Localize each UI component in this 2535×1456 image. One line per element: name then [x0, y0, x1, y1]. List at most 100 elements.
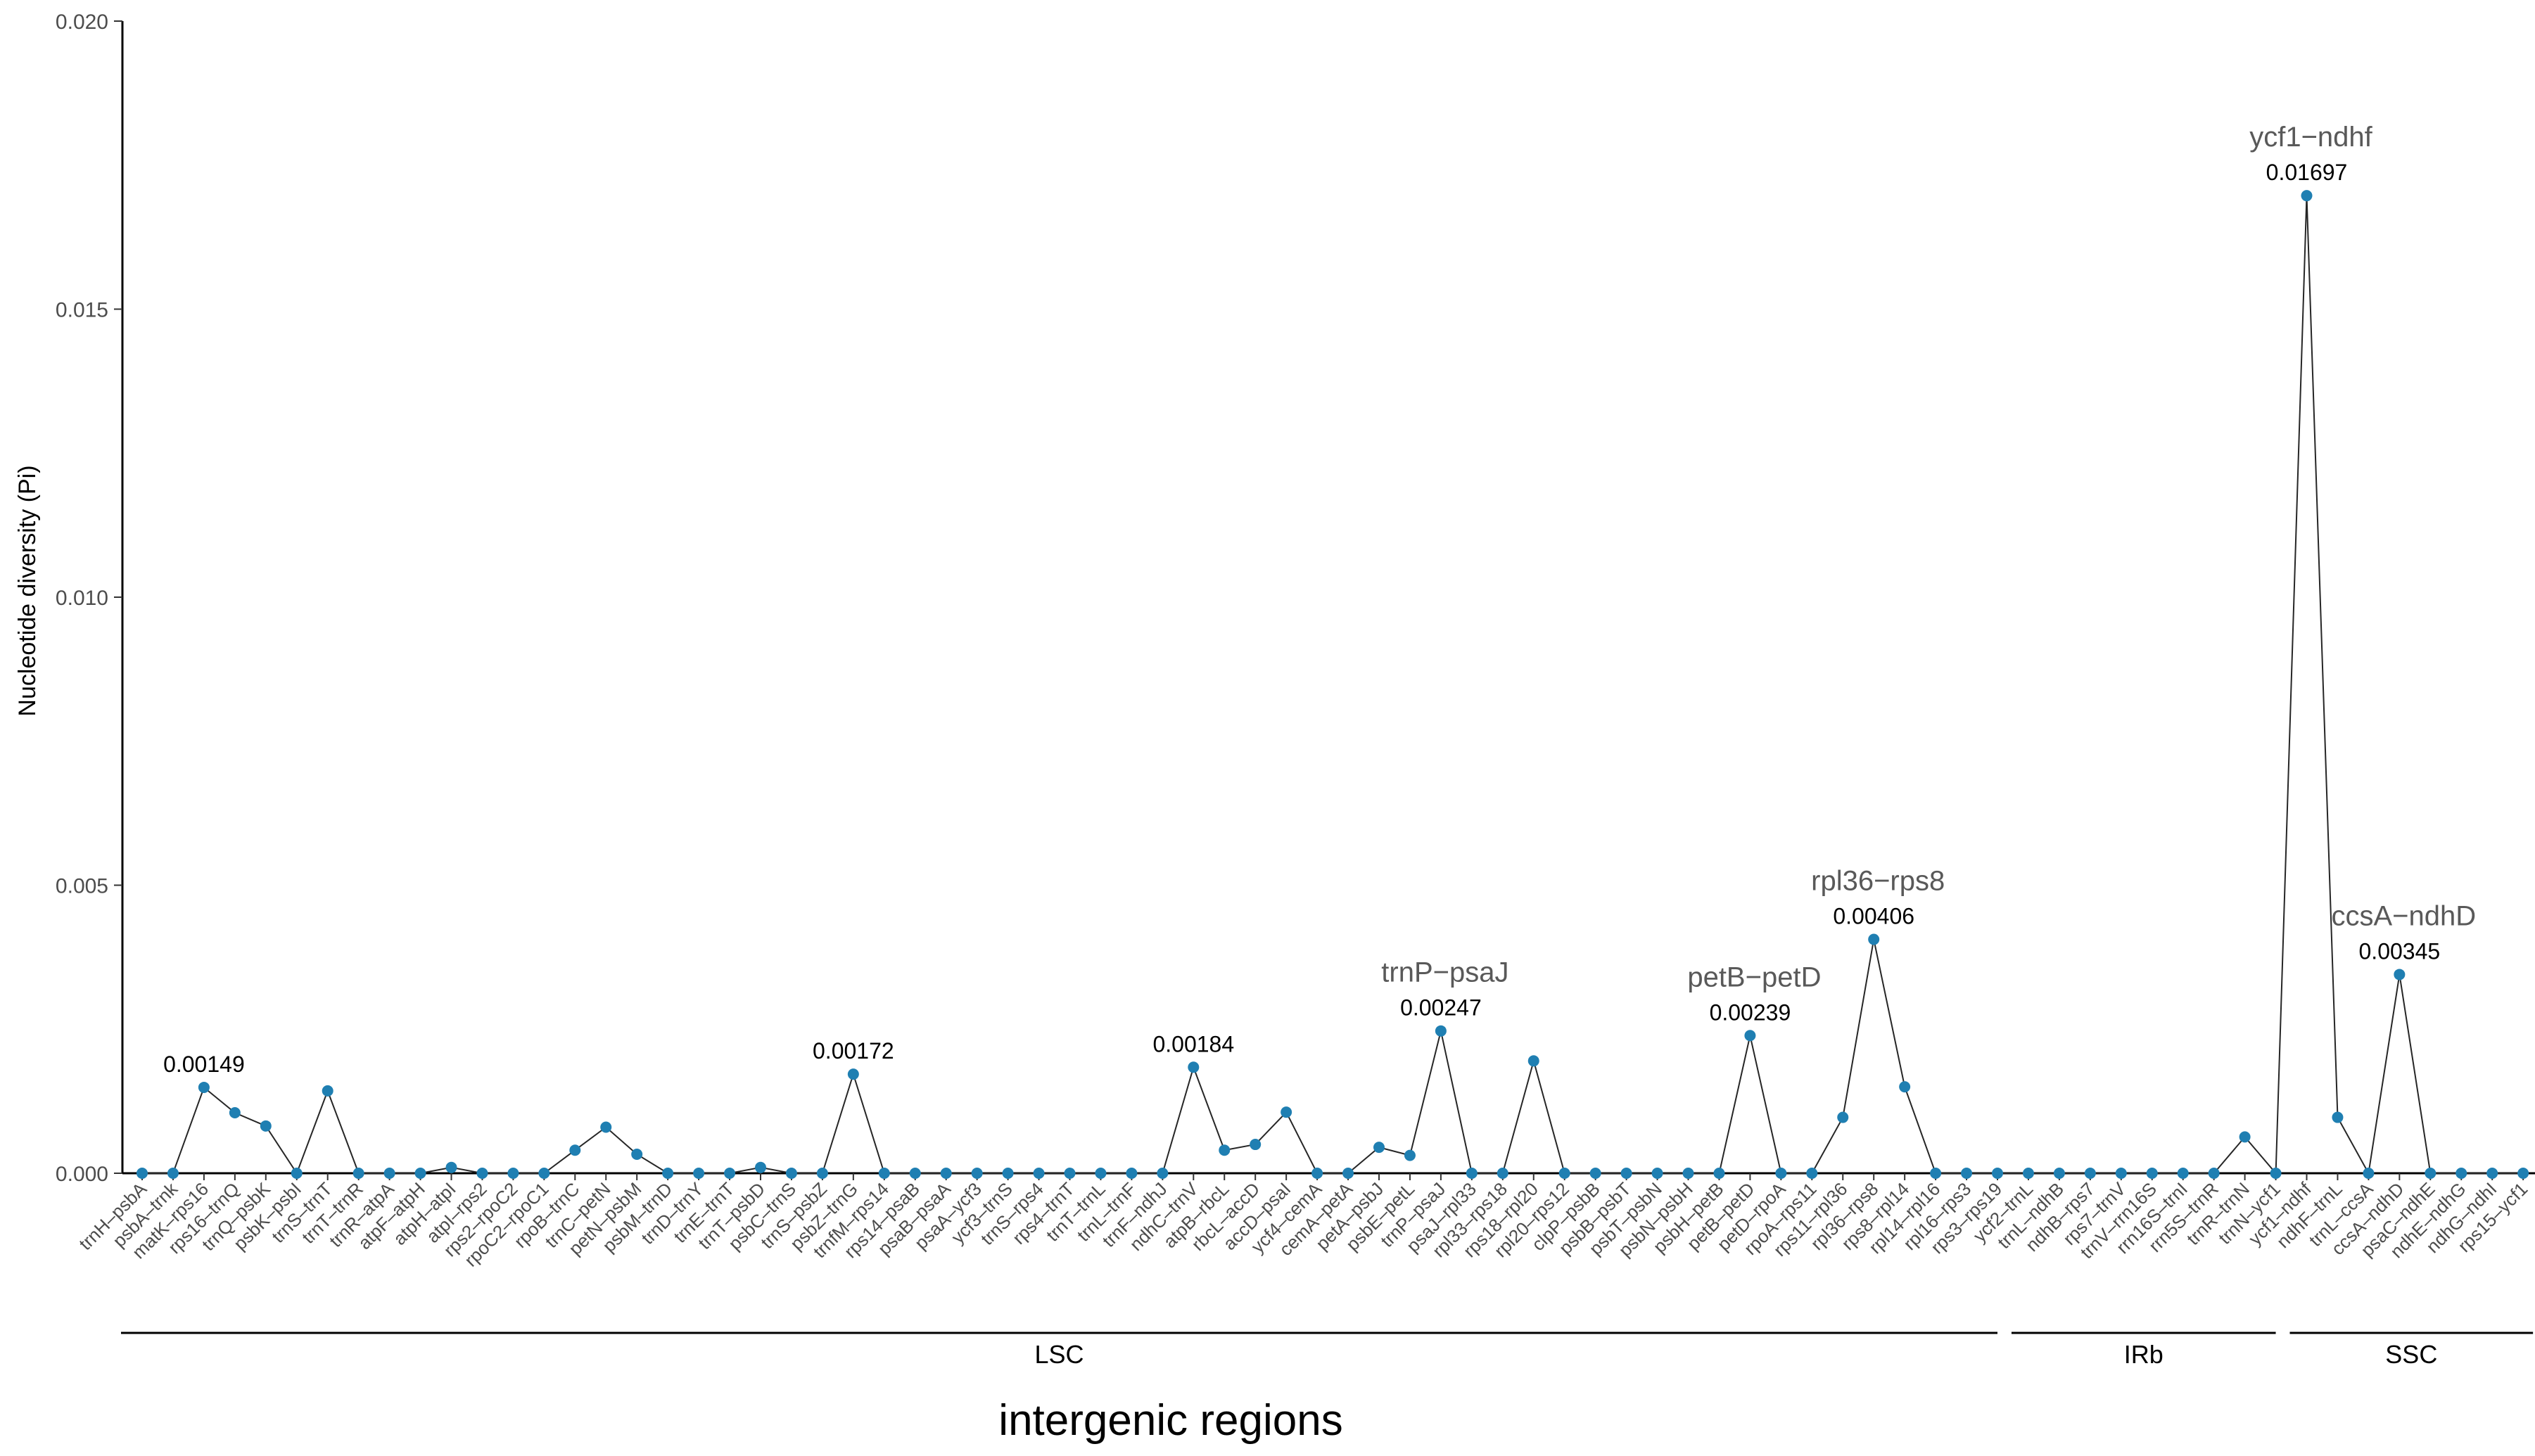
data-point	[1095, 1168, 1107, 1179]
value-label: 0.00239	[1710, 1000, 1791, 1025]
value-label: 0.00149	[163, 1052, 245, 1077]
data-point	[229, 1107, 241, 1119]
data-point	[909, 1168, 921, 1179]
data-point	[1311, 1168, 1323, 1179]
value-label: 0.00184	[1152, 1031, 1234, 1056]
y-tick-label: 0.000	[56, 1163, 108, 1186]
data-point	[569, 1144, 581, 1156]
data-point	[2517, 1168, 2529, 1179]
data-point	[1219, 1144, 1231, 1156]
data-point	[2177, 1168, 2189, 1179]
data-point	[1435, 1025, 1447, 1037]
y-tick-label: 0.010	[56, 587, 108, 610]
region-label: SSC	[2385, 1340, 2437, 1369]
data-point	[2115, 1168, 2127, 1179]
data-point	[2301, 190, 2313, 202]
data-point	[2394, 969, 2406, 981]
data-point	[1157, 1168, 1169, 1179]
y-tick-label: 0.005	[56, 875, 108, 898]
data-point	[940, 1168, 952, 1179]
data-point	[2486, 1168, 2498, 1179]
data-point	[1002, 1168, 1014, 1179]
data-point	[847, 1068, 859, 1080]
data-point	[1713, 1168, 1725, 1179]
data-point	[445, 1161, 457, 1173]
data-point	[1868, 933, 1880, 945]
genome-regions: LSC IRb SSC	[121, 1332, 2534, 1369]
data-point	[693, 1168, 705, 1179]
data-point	[1589, 1168, 1601, 1179]
region-label: LSC	[1034, 1340, 1084, 1369]
data-point	[1806, 1168, 1818, 1179]
data-point	[1961, 1168, 1973, 1179]
data-point	[1651, 1168, 1663, 1179]
data-point	[1558, 1168, 1570, 1179]
data-point	[136, 1168, 148, 1179]
data-point	[1342, 1168, 1354, 1179]
data-point	[1466, 1168, 1478, 1179]
data-point	[1188, 1061, 1200, 1073]
data-point	[785, 1168, 797, 1179]
value-label: 0.01697	[2266, 160, 2348, 185]
data-point	[1404, 1149, 1416, 1161]
data-point	[1527, 1055, 1539, 1067]
data-point	[724, 1168, 736, 1179]
data-point	[878, 1168, 890, 1179]
value-label: 0.00406	[1833, 903, 1914, 928]
data-point	[1682, 1168, 1694, 1179]
data-point	[352, 1168, 364, 1179]
data-point	[631, 1148, 643, 1160]
data-point	[198, 1081, 210, 1093]
data-point	[291, 1168, 303, 1179]
value-label: 0.00345	[2359, 938, 2441, 964]
pi-series	[136, 190, 2529, 1179]
series-line	[142, 196, 2524, 1176]
data-point	[2146, 1168, 2158, 1179]
data-point	[1744, 1030, 1756, 1042]
data-point	[1620, 1168, 1632, 1179]
data-point	[322, 1085, 333, 1097]
y-tick-label: 0.020	[56, 11, 108, 34]
data-point	[507, 1168, 519, 1179]
data-point	[260, 1120, 272, 1132]
peak-labels: 0.00149 0.00172 0.00184 0.00247 0.00239 0.004…	[163, 122, 2476, 1077]
y-axis-title: Nucleotide diversity (Pi)	[14, 465, 41, 716]
data-point	[2208, 1168, 2220, 1179]
data-point	[1126, 1168, 1138, 1179]
peak-name-label: ccsA−ndhD	[2332, 900, 2477, 931]
data-point	[2022, 1168, 2034, 1179]
data-point	[1373, 1142, 1385, 1154]
value-label: 0.00172	[813, 1038, 894, 1064]
data-point	[2363, 1168, 2375, 1179]
y-axis: 0.000 0.005 0.010 0.015 0.020	[56, 11, 124, 1186]
data-point	[1899, 1081, 1911, 1093]
data-point	[1033, 1168, 1045, 1179]
region-label: IRb	[2124, 1340, 2164, 1369]
data-point	[2053, 1168, 2065, 1179]
data-point	[1064, 1168, 1076, 1179]
data-point	[2239, 1131, 2251, 1143]
value-label: 0.00247	[1400, 995, 1482, 1021]
data-point	[383, 1168, 395, 1179]
data-point	[538, 1168, 550, 1179]
data-point	[2455, 1168, 2467, 1179]
data-point	[2332, 1111, 2344, 1123]
data-point	[476, 1168, 488, 1179]
data-point	[2084, 1168, 2096, 1179]
x-axis-title: intergenic regions	[998, 1396, 1342, 1445]
peak-name-label: ycf1−ndhf	[2249, 122, 2372, 153]
data-point	[662, 1168, 674, 1179]
data-point	[971, 1168, 983, 1179]
data-point	[2425, 1168, 2436, 1179]
data-point	[1281, 1106, 1292, 1118]
data-point	[816, 1168, 828, 1179]
data-point	[1930, 1168, 1942, 1179]
data-point	[2270, 1168, 2282, 1179]
y-tick-label: 0.015	[56, 299, 108, 322]
data-point	[1250, 1139, 1262, 1151]
data-point	[1775, 1168, 1787, 1179]
peak-name-label: trnP−psaJ	[1381, 957, 1508, 988]
peak-name-label: petB−petD	[1687, 962, 1821, 992]
data-point	[1992, 1168, 2003, 1179]
